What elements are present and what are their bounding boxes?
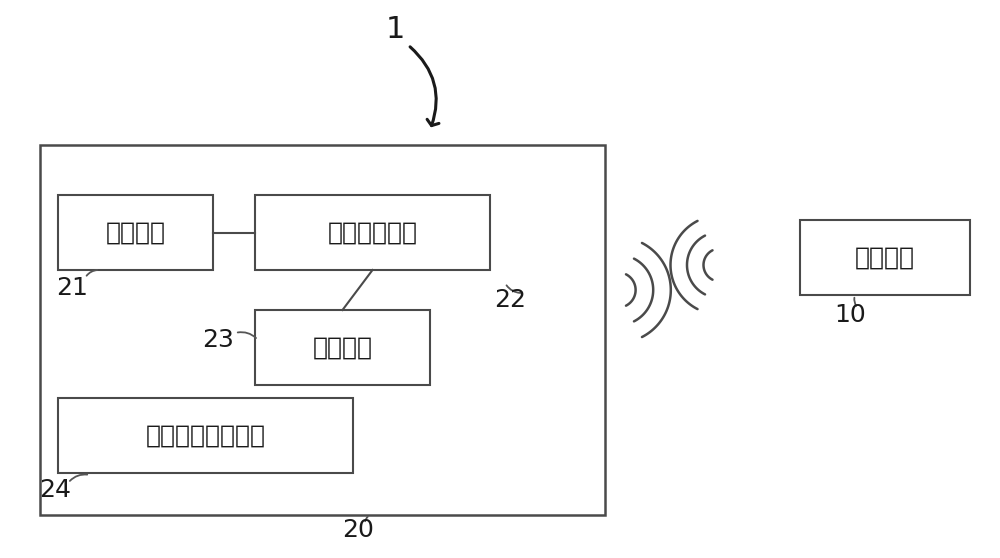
Bar — [58, 195, 213, 270]
Bar — [255, 310, 430, 385]
Text: 1: 1 — [385, 16, 405, 45]
Bar — [58, 398, 353, 473]
Text: 23: 23 — [202, 328, 234, 352]
Text: 发射装置: 发射装置 — [312, 335, 372, 359]
Bar — [40, 145, 605, 515]
Text: 24: 24 — [39, 478, 71, 502]
Text: 22: 22 — [494, 288, 526, 312]
Text: 视频处理装置: 视频处理装置 — [328, 220, 418, 244]
Text: 21: 21 — [56, 276, 88, 300]
Text: 射频信号检测装置: 射频信号检测装置 — [146, 424, 266, 448]
Text: 植入装置: 植入装置 — [855, 246, 915, 270]
Text: 10: 10 — [834, 303, 866, 327]
Text: 摄像装置: 摄像装置 — [106, 220, 166, 244]
Bar — [800, 220, 970, 295]
Bar — [255, 195, 490, 270]
Text: 20: 20 — [342, 518, 374, 542]
